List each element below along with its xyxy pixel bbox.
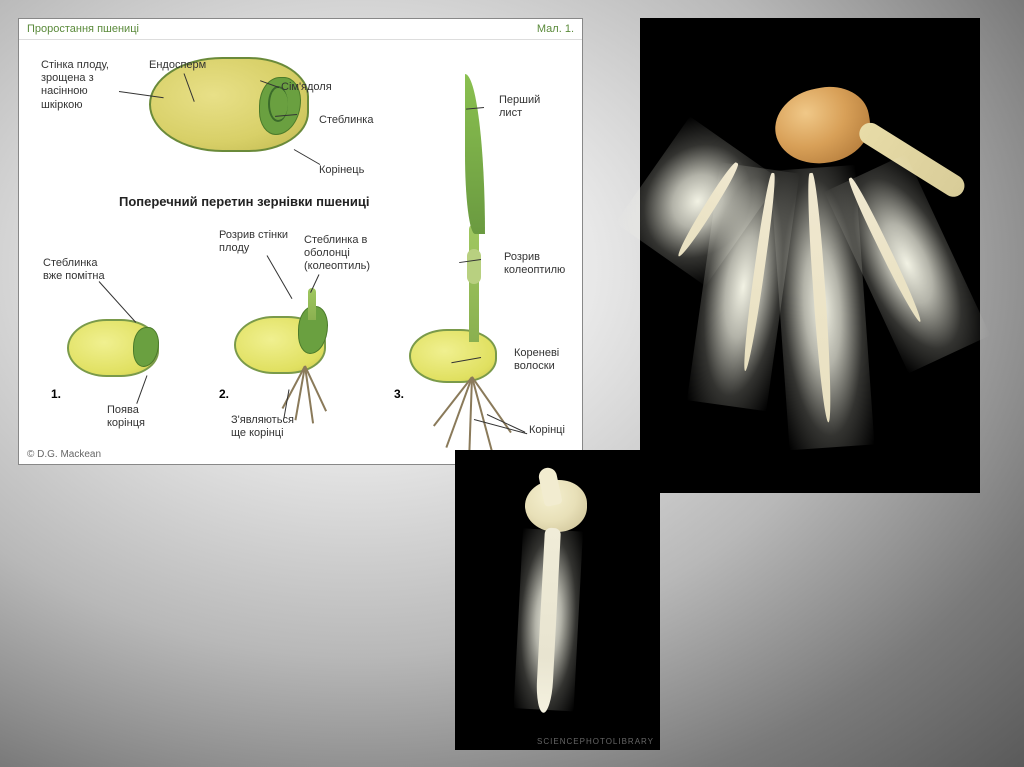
stage2-seed [234,316,326,374]
root-strand [468,377,472,459]
germination-stage-1 [67,319,159,377]
label-seed-wall: Стінка плоду, зрощена з насінною шкіркою [41,59,121,112]
label-more-roots: З'являються ще корінці [231,414,311,440]
diagram-title: Проростання пшениці [27,23,139,35]
label-endosperm: Ендосперм [149,59,206,72]
label-root-hairs: Кореневі волоски [514,347,574,373]
leader-line [136,375,147,404]
germinating-seed-photo-large [640,18,980,493]
label-wall-rupture: Розрив стінки плоду [219,229,289,255]
label-coleoptile-rupture: Розрив колеоптилю [504,251,574,277]
stage-1-number: 1. [51,387,61,401]
leader-line [99,281,137,323]
root-strand [433,377,472,427]
germination-stage-2 [234,316,326,374]
germinating-seed-photo-small: SCIENCEPHOTOLIBRARY [455,450,660,750]
germination-stage-3 [409,329,497,383]
diagram-figure-number: Мал. 1. [537,23,574,35]
label-first-leaf: Перший лист [499,94,559,120]
section-title: Поперечний перетин зернівки пшениці [119,194,370,209]
stage1-seed [67,319,159,377]
stage2-shoot [308,288,316,320]
label-stemlet: Стеблинка [319,114,373,127]
label-rootlet: Корінець [319,164,364,177]
photo-seed [769,80,876,170]
label-coleoptile: Стеблинка в оболонці (колеоптиль) [304,234,389,274]
stage-2-number: 2. [219,387,229,401]
label-roots: Корінці [529,424,565,437]
leader-line [267,255,293,299]
stage3-coleoptile-rupture [467,249,481,284]
label-stem-visible: Стеблинка вже помітна [43,257,113,283]
diagram-copyright: © D.G. Mackean [27,449,101,460]
label-root-appear: Поява корінця [107,404,167,430]
stage3-first-leaf [465,74,485,234]
stage1-embryo-cap [133,327,159,367]
wheat-germination-diagram: Проростання пшениці Мал. 1. Стінка плоду… [18,18,583,465]
stage3-seed [409,329,497,383]
diagram-header: Проростання пшениці Мал. 1. [19,19,582,40]
stage-3-number: 3. [394,387,404,401]
label-cotyledon: Сім'ядоля [281,81,332,94]
photo-watermark: SCIENCEPHOTOLIBRARY [537,737,654,746]
